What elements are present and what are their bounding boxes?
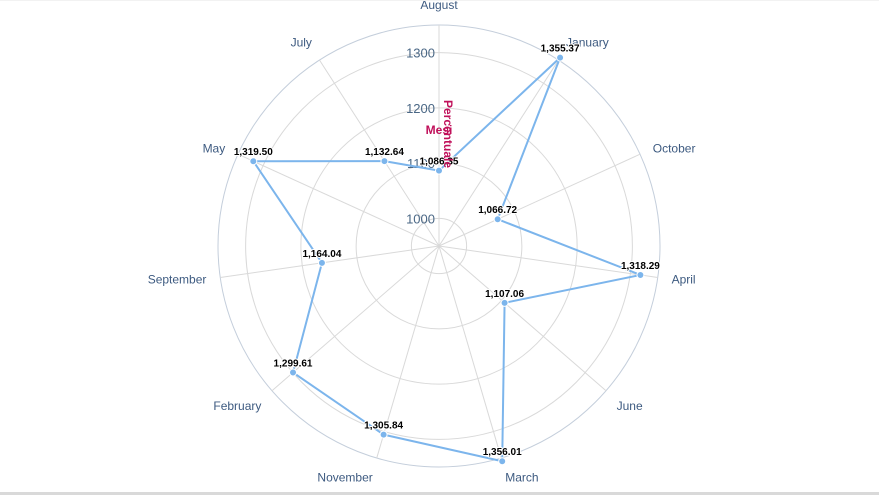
spoke-line [237, 153, 440, 247]
spoke-line [376, 245, 440, 459]
chart-grid [217, 24, 661, 468]
spoke-line [438, 245, 658, 278]
radial-tick-labels: 1000 1100 1200 1300 [406, 46, 435, 227]
data-point[interactable] [380, 157, 389, 166]
category-label: May [203, 141, 226, 155]
data-point[interactable] [493, 215, 502, 224]
category-label: January [566, 35, 609, 49]
category-label: July [291, 35, 312, 49]
data-label: 1,319.50 [234, 147, 273, 158]
radial-tick-label: 1300 [406, 46, 435, 61]
data-point[interactable] [317, 258, 326, 267]
data-point[interactable] [636, 270, 645, 279]
y-axis-title: Percentuale [441, 100, 455, 168]
data-point[interactable] [289, 368, 298, 377]
spoke-line [438, 59, 559, 247]
x-axis-title: Mesi [426, 123, 453, 137]
spoke-line [220, 245, 440, 278]
data-point[interactable] [498, 457, 507, 466]
category-label: September [148, 272, 207, 286]
series-line [252, 56, 642, 463]
data-label: 1,132.64 [365, 147, 404, 158]
spoke-line [438, 245, 607, 392]
radial-tick-label: 1100 [407, 156, 435, 171]
spoke-line [319, 59, 440, 247]
bottom-border [0, 492, 879, 495]
data-point[interactable] [435, 166, 443, 175]
data-label: 1,355.37 [541, 44, 580, 55]
data-point[interactable] [556, 53, 565, 62]
radial-tick-label: 1000 [406, 211, 435, 226]
radial-tick-label: 1200 [406, 101, 435, 116]
category-label: February [213, 399, 261, 413]
data-point[interactable] [249, 157, 258, 166]
category-label: June [617, 399, 643, 413]
spoke-line [438, 245, 502, 459]
data-label: 1,299.61 [274, 358, 313, 369]
data-label: 1,086.35 [420, 157, 459, 168]
series-group: 1,086.35 1,355.37 1,066.72 1,318.29 1,107.06… [233, 43, 661, 466]
category-labels: August January October April June March Novemb… [148, 0, 696, 484]
data-label: 1,318.29 [621, 261, 660, 272]
category-label: November [317, 470, 372, 484]
category-label: March [505, 470, 538, 484]
category-label: August [420, 0, 458, 12]
data-point[interactable] [379, 430, 388, 439]
category-label: April [672, 272, 696, 286]
data-label: 1,305.84 [364, 421, 403, 432]
data-point[interactable] [500, 298, 509, 307]
spoke-line [271, 245, 440, 392]
data-label: 1,066.72 [478, 205, 517, 216]
data-label: 1,164.04 [302, 249, 341, 260]
top-border [0, 0, 879, 1]
data-label: 1,107.06 [485, 289, 524, 300]
axis-titles: Mesi Percentuale [426, 100, 455, 168]
spoke-line [438, 153, 641, 247]
category-label: October [653, 141, 696, 155]
data-label: 1,356.01 [483, 447, 522, 458]
